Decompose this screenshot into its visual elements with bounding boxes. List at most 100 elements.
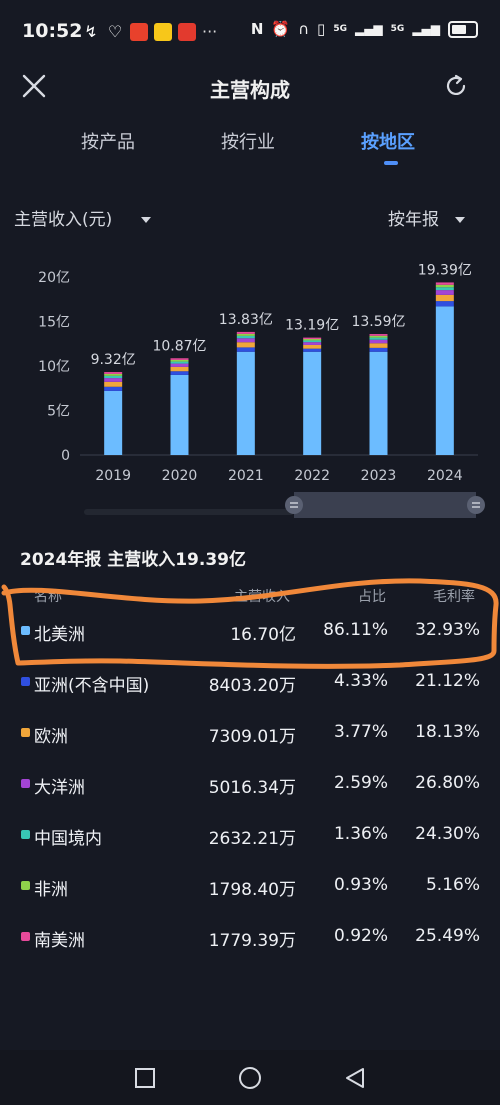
status-right-icons: N ⏰ ∩ ▯ 5G ▂▄▆ 5G ▂▄▆ [251, 20, 478, 38]
bar-segment [170, 371, 189, 375]
bar-segment [236, 338, 255, 343]
bar-segment [435, 284, 454, 288]
header-share: 占比 [358, 589, 386, 605]
y-tick-label: 5亿 [47, 404, 70, 420]
bar-segment [369, 337, 388, 340]
bar-segment [170, 363, 189, 367]
bar-total-label: 19.39亿 [418, 262, 472, 278]
region-name: 北美洲 [34, 625, 85, 645]
region-name: 欧洲 [34, 727, 68, 747]
bar-segment [170, 361, 189, 364]
status-time: 10:52 [22, 20, 83, 42]
tab-by-region[interactable]: 按地区 [361, 132, 415, 153]
bar-segment [236, 331, 255, 334]
nfc-icon: N [250, 20, 264, 38]
range-slider-left-handle [285, 496, 303, 514]
bar-segment [104, 381, 123, 387]
bar-segment [303, 351, 322, 455]
bar-segment [170, 374, 189, 455]
more-icon: ··· [202, 22, 218, 41]
page-title: 主营构成 [210, 78, 290, 102]
region-name: 中国境内 [34, 829, 102, 849]
period-selector[interactable]: 按年报 [388, 205, 466, 230]
bar-segment [170, 366, 189, 372]
x-tick-label: 2023 [361, 468, 397, 484]
region-margin: 32.93% [415, 620, 480, 640]
legend-color-swatch [21, 626, 30, 635]
app-icon-1: ♡ [107, 21, 123, 41]
system-nav-bar [0, 1050, 500, 1105]
bar-total-label: 10.87亿 [152, 338, 206, 354]
app-icon-2 [130, 22, 148, 41]
bar-segment [303, 348, 322, 352]
period-summary-title: 2024年报 主营收入19.39亿 [20, 550, 247, 570]
refresh-icon[interactable] [442, 72, 470, 100]
home-icon[interactable] [238, 1066, 262, 1090]
x-tick-label: 2022 [294, 468, 330, 484]
legend-color-swatch [21, 677, 30, 686]
metric-selector-label: 主营收入(元) [14, 210, 113, 230]
x-tick-label: 2019 [95, 468, 131, 484]
x-tick-label: 2021 [228, 468, 264, 484]
bar-segment [435, 301, 454, 307]
app-icon-3 [154, 22, 172, 41]
region-share: 1.36% [333, 824, 388, 844]
bar-segment [369, 351, 388, 455]
bar-segment [104, 386, 123, 391]
signal-1-icon: ▂▄▆ [354, 22, 383, 36]
bar-segment [435, 290, 454, 295]
bar-segment [435, 306, 454, 455]
close-icon[interactable] [20, 72, 48, 100]
bar-segment [104, 373, 123, 376]
legend-color-swatch [21, 881, 30, 890]
y-tick-label: 0 [61, 448, 70, 464]
bar-segment [369, 334, 388, 336]
bar-segment [303, 340, 322, 343]
app-icon-4 [178, 22, 196, 41]
bar-segment [435, 282, 454, 285]
range-slider-track [84, 509, 294, 515]
region-share: 86.11% [323, 620, 388, 640]
bar-segment [104, 390, 123, 455]
alarm-icon: ⏰ [271, 20, 291, 38]
legend-color-swatch [21, 779, 30, 788]
metric-selector[interactable]: 主营收入(元) [14, 205, 152, 230]
region-revenue: 16.70亿 [230, 625, 296, 645]
status-bar: 10:52 ↯ ♡ ··· N ⏰ ∩ ▯ 5G ▂▄▆ 5G ▂▄▆ [0, 0, 500, 62]
region-revenue: 8403.20万 [208, 676, 296, 696]
region-revenue: 1779.39万 [208, 931, 296, 951]
x-tick-label: 2020 [162, 468, 198, 484]
region-revenue: 7309.01万 [208, 727, 296, 747]
recent-apps-icon[interactable] [133, 1066, 157, 1090]
y-tick-label: 10亿 [38, 359, 70, 375]
tab-by-product[interactable]: 按产品 [81, 132, 135, 153]
vibrate-icon: ▯ [317, 20, 326, 38]
region-revenue: 5016.34万 [208, 778, 296, 798]
notification-icon: ↯ [84, 21, 98, 41]
region-share: 3.77% [333, 722, 388, 742]
bar-segment [369, 339, 388, 344]
bar-segment [369, 347, 388, 352]
revenue-stacked-bar-chart: 0 5亿 10亿 15亿 20亿 9.32亿 2019 10.87亿 2020 13.83亿 202… [38, 262, 485, 518]
legend-color-swatch [21, 932, 30, 941]
bar-segment [303, 344, 322, 349]
bar-segment [369, 343, 388, 348]
table-row: 大洋洲 5016.34万 2.59% 26.80% [0, 765, 500, 805]
region-revenue: 2632.21万 [208, 829, 296, 849]
bar-segment [303, 339, 322, 341]
bar-total-label: 13.83亿 [219, 312, 273, 328]
y-tick-label: 15亿 [38, 315, 70, 331]
bar-total-label: 13.59亿 [351, 314, 405, 330]
period-selector-label: 按年报 [388, 210, 439, 230]
header-name: 名称 [34, 589, 62, 605]
legend-color-swatch [21, 728, 30, 737]
tab-by-industry[interactable]: 按行业 [221, 132, 275, 153]
bar-segment [303, 337, 322, 340]
region-share: 4.33% [333, 671, 388, 691]
battery-icon [448, 20, 478, 38]
back-icon[interactable] [343, 1066, 367, 1090]
region-margin: 5.16% [425, 875, 480, 895]
y-tick-label: 20亿 [38, 270, 70, 286]
region-name: 大洋洲 [34, 778, 85, 798]
bar-segment [236, 347, 255, 352]
